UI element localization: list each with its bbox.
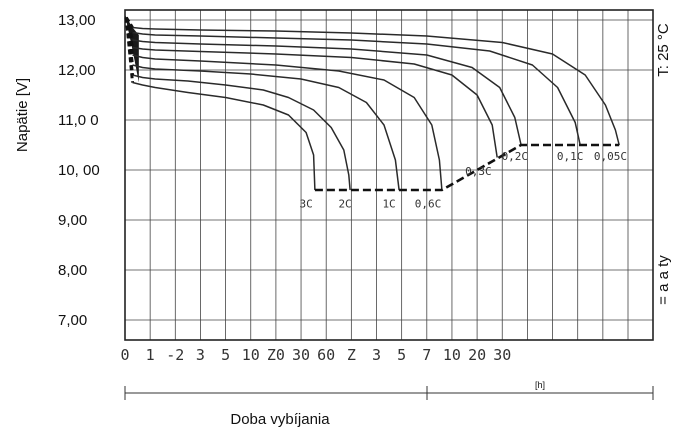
x-tick-label: 10	[242, 346, 260, 364]
y-tick-label: 12,00	[58, 62, 96, 79]
x-tick-label: 20	[468, 346, 486, 364]
x-tick-label: 30	[493, 346, 511, 364]
series-group	[124, 16, 620, 191]
curve-label: 0,6C	[415, 198, 442, 211]
plot-frame	[124, 9, 654, 341]
y-tick-label: 7,00	[58, 312, 87, 329]
curve-label: 0,05C	[594, 150, 627, 163]
series-start-dash	[124, 16, 134, 29]
y-tick-label: 8,00	[58, 262, 87, 279]
x-tick-label: Z	[347, 346, 356, 364]
x-tick-label: 1	[146, 346, 155, 364]
curve-label: 0,3C	[465, 165, 492, 178]
cutoff-voltage-line	[314, 143, 620, 192]
curve-labels: 3C 2C 1C 0,6C 0,3C 0,2C 0,1C 0,05C	[299, 150, 627, 211]
temperature-label: T: 25 °C	[655, 23, 672, 77]
series-start-dash	[124, 17, 135, 48]
x-tick-label: 5	[397, 346, 406, 364]
start-band-fill	[125, 15, 139, 83]
x-tick-label: 30	[292, 346, 310, 364]
series-line	[132, 46, 498, 158]
x-tick-label: 3	[196, 346, 205, 364]
x-tick-label: 0	[120, 346, 129, 364]
curve-label: 3C	[299, 198, 312, 211]
series-line	[132, 64, 400, 191]
x-tick-label: -2	[166, 346, 184, 364]
hours-unit-label: [h]	[535, 380, 545, 390]
y-tick-label: 13,00	[58, 12, 96, 29]
x-tick-label: Z0	[267, 346, 285, 364]
curve-label: 0,2C	[502, 150, 529, 163]
x-tick-label: 60	[317, 346, 335, 364]
x-tick-label: 3	[372, 346, 381, 364]
x-tick-label: 10	[443, 346, 461, 364]
y-tick-label: 11,0 0	[58, 112, 99, 129]
x-tick-label: 7	[422, 346, 431, 364]
y-tick-label: 9,00	[58, 212, 87, 229]
curve-label: 1C	[382, 198, 395, 211]
curve-label: 2C	[338, 198, 351, 211]
x-tick-labels: 0 1 -2 3 5 10 Z0 30 60 Z 3 5 7 10 20 30	[120, 346, 511, 364]
grid	[125, 10, 653, 340]
side-label-bottom: = a a ty	[655, 255, 672, 305]
series-line	[132, 31, 581, 146]
series-line	[132, 54, 443, 191]
series-line	[132, 26, 620, 146]
cutoff-line-group	[314, 143, 620, 192]
x-tick-label: 5	[221, 346, 230, 364]
x-axis-title: Doba vybíjania	[230, 411, 330, 428]
y-tick-label: 10, 00	[58, 162, 100, 179]
curve-label: 0,1C	[557, 150, 584, 163]
series-line	[132, 81, 316, 191]
series-line	[132, 39, 522, 146]
series-line	[132, 74, 351, 191]
y-tick-labels: 13,00 12,00 11,0 0 10, 00 9,00 8,00 7,00	[58, 12, 100, 329]
y-axis-title: Napätie [V]	[14, 78, 31, 152]
start-band	[125, 15, 139, 83]
